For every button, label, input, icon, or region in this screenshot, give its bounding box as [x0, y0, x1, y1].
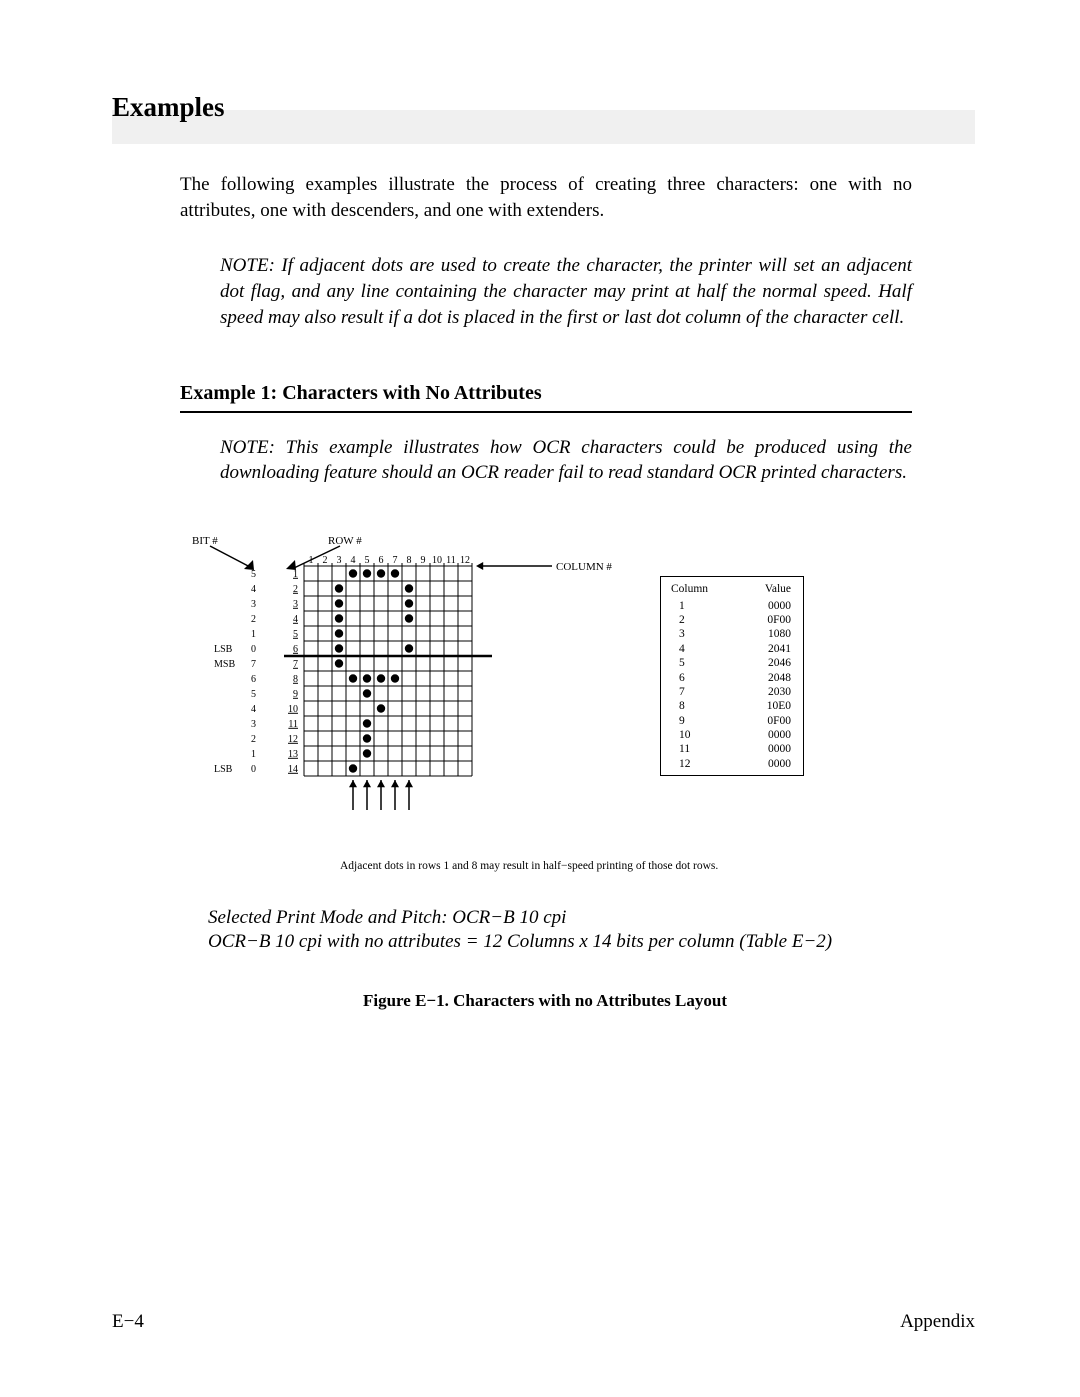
svg-text:14: 14	[288, 764, 298, 775]
svg-text:8: 8	[407, 555, 412, 566]
table-row: 90F00	[667, 714, 797, 728]
svg-text:4: 4	[251, 704, 256, 715]
table-header-value: Value	[765, 583, 791, 595]
selected-mode-block: Selected Print Mode and Pitch: OCR−B 10 …	[208, 906, 912, 955]
svg-text:2: 2	[251, 734, 256, 745]
svg-text:6: 6	[293, 644, 298, 655]
svg-text:0: 0	[251, 644, 256, 655]
svg-text:5: 5	[365, 555, 370, 566]
page: Examples The following examples illustra…	[0, 0, 1080, 1397]
svg-text:4: 4	[251, 584, 256, 595]
svg-text:7: 7	[393, 555, 398, 566]
svg-text:4: 4	[293, 614, 298, 625]
footer-page-number: E−4	[112, 1311, 144, 1333]
svg-text:3: 3	[251, 599, 256, 610]
note-adjacent-dots: NOTE: If adjacent dots are used to creat…	[220, 253, 912, 330]
page-heading: Examples	[112, 92, 225, 123]
table-row: 42041	[667, 642, 797, 656]
selected-mode-line1: Selected Print Mode and Pitch: OCR−B 10 …	[208, 906, 912, 931]
svg-text:2: 2	[251, 614, 256, 625]
svg-text:0: 0	[251, 764, 256, 775]
svg-text:3: 3	[251, 719, 256, 730]
svg-text:3: 3	[293, 599, 298, 610]
svg-text:MSB: MSB	[214, 659, 235, 670]
svg-text:11: 11	[288, 719, 298, 730]
svg-text:5: 5	[293, 629, 298, 640]
column-value-table: Column Value 1000020F0031080420415204662…	[660, 576, 804, 777]
svg-text:2: 2	[323, 555, 328, 566]
figure-footnote: Adjacent dots in rows 1 and 8 may result…	[340, 860, 912, 872]
svg-text:12: 12	[460, 555, 470, 566]
table-row: 31080	[667, 627, 797, 641]
figure-e1: 1234567891011121234567891011121314543210…	[180, 536, 910, 856]
table-row: 62048	[667, 671, 797, 685]
svg-text:10: 10	[432, 555, 442, 566]
note-ocr: NOTE: This example illustrates how OCR c…	[220, 435, 912, 486]
table-row: 810E0	[667, 699, 797, 713]
svg-text:LSB: LSB	[214, 644, 233, 655]
svg-text:ROW #: ROW #	[328, 536, 362, 547]
svg-text:2: 2	[293, 584, 298, 595]
svg-text:6: 6	[379, 555, 384, 566]
footer-section: Appendix	[900, 1311, 975, 1333]
table-row: 52046	[667, 656, 797, 670]
table-row: 20F00	[667, 613, 797, 627]
svg-text:6: 6	[251, 674, 256, 685]
svg-text:1: 1	[251, 749, 256, 760]
svg-text:13: 13	[288, 749, 298, 760]
selected-mode-line2: OCR−B 10 cpi with no attributes = 12 Col…	[208, 930, 912, 955]
svg-text:7: 7	[251, 659, 256, 670]
example1-heading: Example 1: Characters with No Attributes	[180, 382, 912, 405]
example1-rule	[180, 411, 912, 413]
table-row: 72030	[667, 685, 797, 699]
svg-text:9: 9	[293, 689, 298, 700]
page-footer: E−4 Appendix	[112, 1311, 975, 1333]
svg-text:LSB: LSB	[214, 764, 233, 775]
svg-text:7: 7	[293, 659, 298, 670]
table-header-column: Column	[671, 583, 708, 595]
svg-text:3: 3	[337, 555, 342, 566]
svg-text:4: 4	[351, 555, 356, 566]
svg-text:1: 1	[251, 629, 256, 640]
svg-text:11: 11	[446, 555, 456, 566]
table-row: 10000	[667, 599, 797, 613]
svg-text:1: 1	[293, 569, 298, 580]
svg-text:COLUMN #: COLUMN #	[556, 561, 612, 573]
svg-text:BIT #: BIT #	[192, 536, 218, 547]
intro-paragraph: The following examples illustrate the pr…	[180, 172, 912, 223]
svg-text:5: 5	[251, 569, 256, 580]
table-row: 100000	[667, 728, 797, 742]
figure-caption: Figure E−1. Characters with no Attribute…	[180, 991, 910, 1011]
svg-text:5: 5	[251, 689, 256, 700]
svg-text:8: 8	[293, 674, 298, 685]
svg-text:10: 10	[288, 704, 298, 715]
heading-band: Examples	[112, 110, 975, 144]
svg-text:9: 9	[421, 555, 426, 566]
table-row: 110000	[667, 742, 797, 756]
svg-text:12: 12	[288, 734, 298, 745]
table-row: 120000	[667, 757, 797, 771]
body-column: The following examples illustrate the pr…	[180, 172, 912, 1011]
